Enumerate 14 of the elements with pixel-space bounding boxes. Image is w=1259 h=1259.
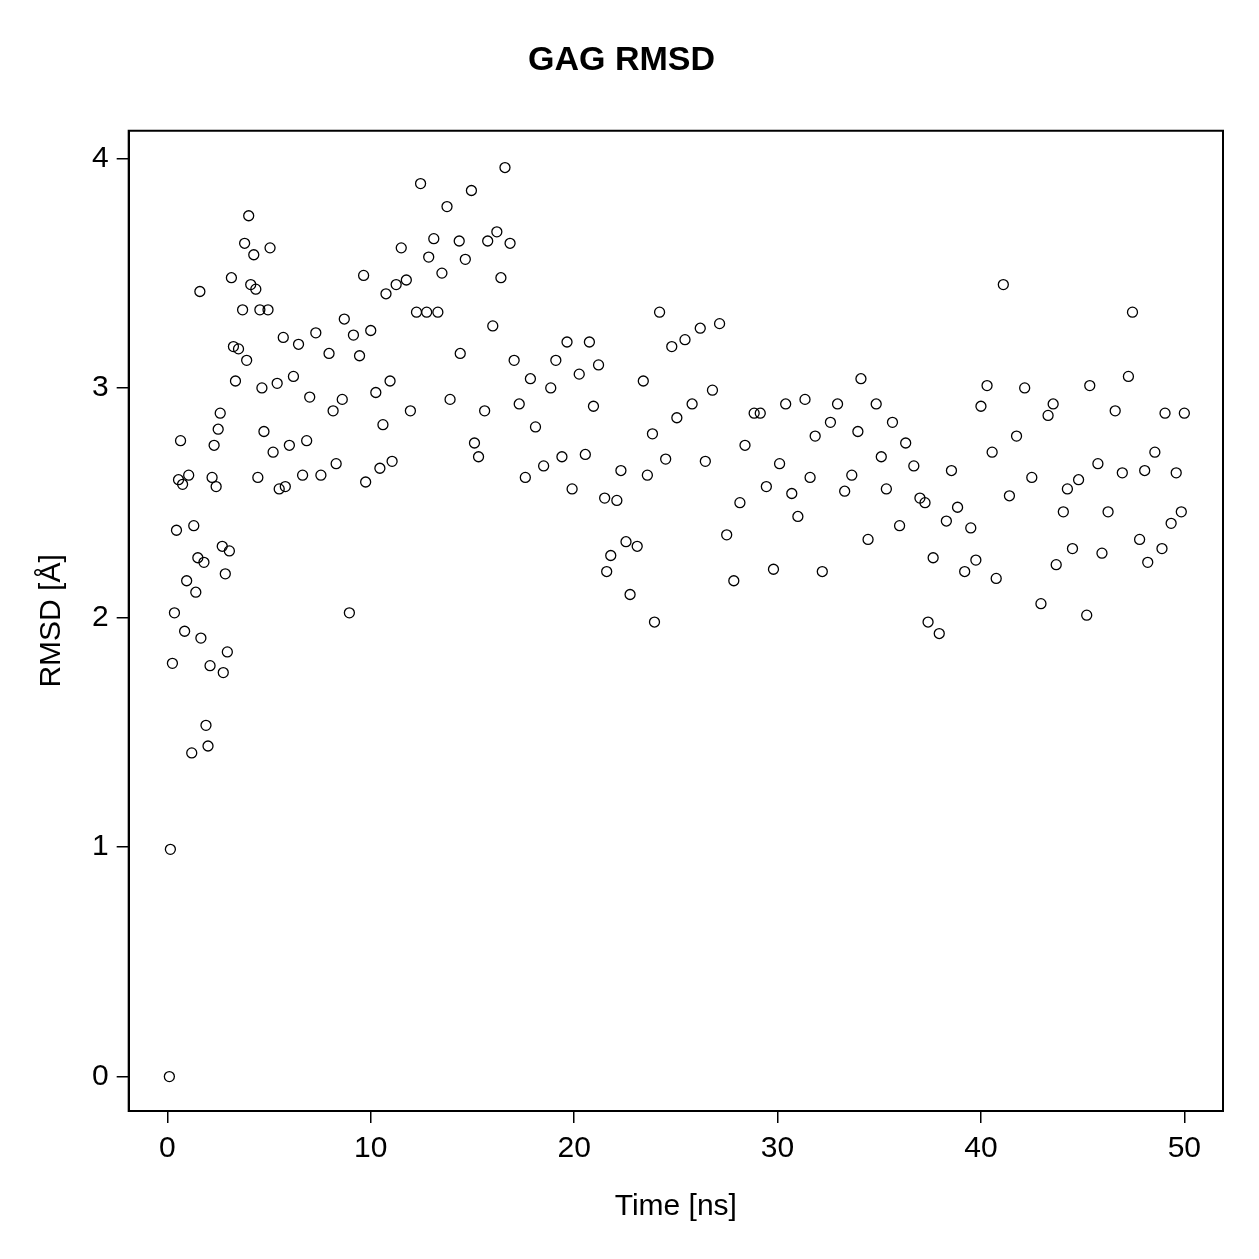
x-tick-label: 10 [354,1130,388,1164]
y-axis-title: RMSD [Å] [33,554,67,688]
x-tick-label: 40 [964,1130,998,1164]
chart-title: GAG RMSD [528,38,715,77]
y-tick-label: 1 [92,828,109,862]
x-tick-label: 50 [1167,1130,1202,1164]
x-tick-label: 20 [557,1130,591,1164]
y-tick-label: 0 [92,1057,109,1091]
x-tick-label: 30 [760,1130,795,1164]
y-tick-label: 2 [92,598,109,632]
x-tick-label: 0 [158,1130,176,1164]
y-tick-label: 4 [92,139,109,173]
x-axis-title: Time [ns] [614,1188,737,1222]
y-tick-label: 3 [92,369,109,403]
